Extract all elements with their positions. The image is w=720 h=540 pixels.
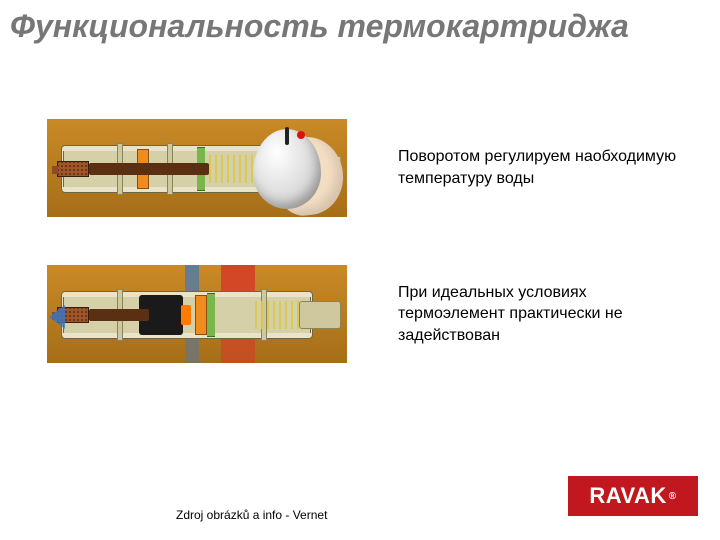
image-credit: Zdroj obrázků a info - Vernet: [176, 508, 327, 522]
knob-indicator: [285, 127, 289, 145]
diagram-2: [46, 264, 348, 364]
logo-text: RAVAK: [589, 483, 666, 509]
row-1: Поворотом регулируем наобходимую темпера…: [46, 118, 678, 218]
row-2: При идеальных условиях термоэлемент прак…: [46, 264, 678, 364]
thermo-sensor: [57, 161, 89, 177]
caption-2: При идеальных условиях термоэлемент прак…: [398, 282, 678, 347]
knob-red-dot: [297, 131, 305, 139]
diagram-1: [46, 118, 348, 218]
ring-orange: [195, 295, 207, 335]
ravak-logo: RAVAK®: [568, 476, 698, 516]
caption-1: Поворотом регулируем наобходимую темпера…: [398, 146, 678, 189]
ring-green: [207, 293, 215, 337]
control-knob: [253, 123, 335, 215]
shaft: [89, 309, 149, 321]
spring: [253, 301, 301, 329]
registered-icon: ®: [669, 491, 677, 502]
arrow-left-icon: [49, 305, 65, 329]
slide: Функциональность термокартриджа Поворото…: [0, 0, 720, 540]
slide-title: Функциональность термокартриджа: [10, 8, 629, 45]
outlet: [299, 301, 341, 329]
shaft: [89, 163, 209, 175]
